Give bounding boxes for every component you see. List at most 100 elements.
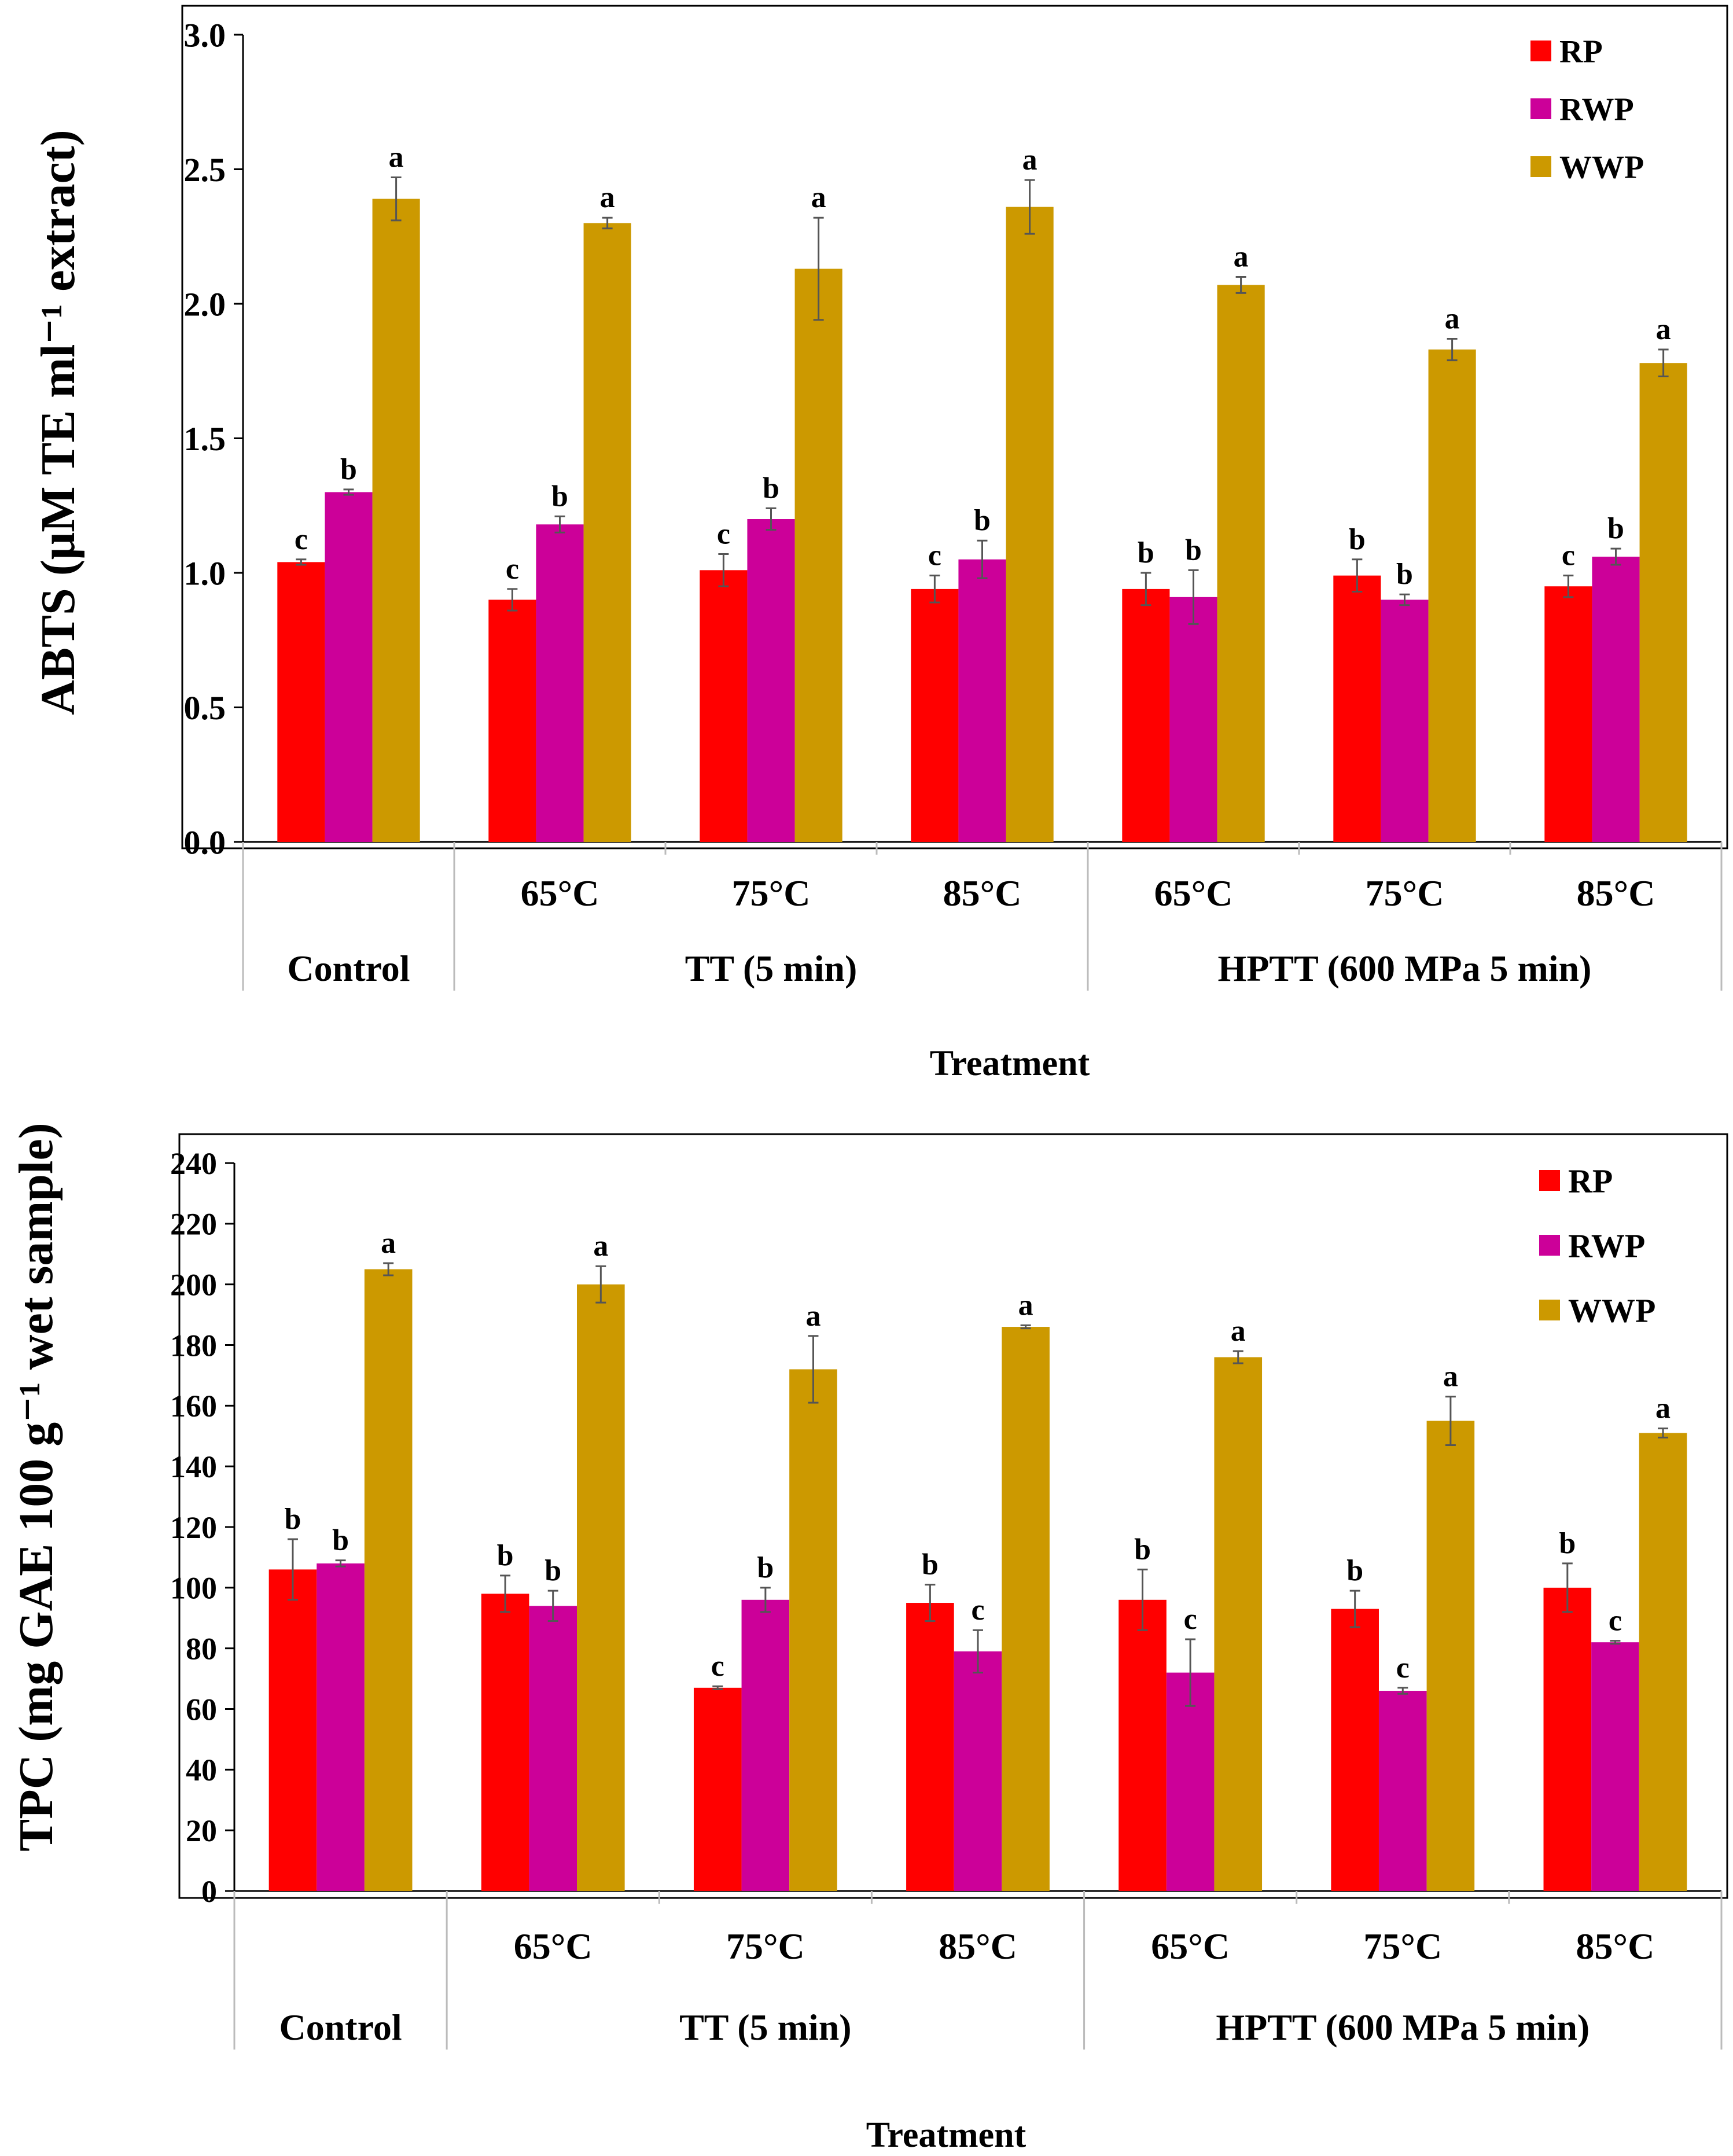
abts-marks: 0.0 0.5 1.0 1.5 2.0 2.5 3.0 65°C 75°C 85°C 65°C 75°…	[181, 5, 1728, 991]
abts-bar-wwp	[1639, 363, 1687, 842]
abts-significance-letter: b	[974, 504, 991, 537]
abts-y-tick-label: 3.0	[184, 16, 226, 54]
abts-y-tick-label: 1.5	[184, 420, 226, 458]
tpc-significance-letter: a	[593, 1230, 608, 1263]
abts-significance-letter: b	[551, 480, 568, 513]
tpc-bar-rwp	[954, 1651, 1002, 1891]
abts-bar-rp	[1122, 588, 1170, 842]
tpc-bar-wwp	[789, 1369, 837, 1891]
tpc-y-tick-label: 140	[170, 1449, 217, 1484]
abts-bar-wwp	[583, 223, 631, 842]
tpc-significance-letter: c	[1396, 1651, 1410, 1684]
abts-significance-letter: a	[1445, 302, 1460, 335]
abts-y-tick-label: 0.0	[184, 823, 226, 861]
abts-category-label: 65°C	[521, 873, 599, 914]
tpc-significance-letter: b	[285, 1503, 301, 1536]
tpc-bar-rp	[1543, 1587, 1592, 1891]
tpc-significance-letter: b	[1559, 1527, 1576, 1560]
abts-chart: 0.0 0.5 1.0 1.5 2.0 2.5 3.0 65°C 75°C 85°C 65°C 75°…	[31, 5, 1728, 1083]
tpc-bar-wwp	[577, 1284, 625, 1891]
tpc-significance-letter: a	[1443, 1360, 1458, 1393]
abts-bar-rp	[277, 562, 325, 842]
tpc-bar-wwp	[1214, 1357, 1263, 1891]
tpc-category-label: 65°C	[1151, 1926, 1230, 1967]
abts-bar-rwp	[325, 492, 373, 842]
abts-significance-letter: c	[506, 553, 519, 586]
abts-bar-rp	[700, 570, 748, 842]
tpc-bar-rwp	[529, 1606, 577, 1891]
tpc-significance-letter: b	[1346, 1554, 1363, 1587]
tpc-legend-swatch-rp	[1539, 1170, 1560, 1191]
tpc-bar-rp	[906, 1603, 954, 1891]
abts-significance-letter: a	[389, 141, 404, 174]
abts-bar-wwp	[1006, 207, 1054, 842]
tpc-y-tick-label: 180	[170, 1328, 217, 1363]
abts-bar-rwp	[958, 559, 1006, 842]
tpc-legend-label: WWP	[1568, 1292, 1655, 1329]
abts-bar-rp	[911, 588, 959, 842]
abts-significance-letter: b	[1396, 558, 1413, 591]
tpc-plot-frame	[178, 1133, 1728, 1899]
tpc-legend-swatch-rwp	[1539, 1235, 1560, 1256]
tpc-x-axis-label: Treatment	[866, 2115, 1026, 2155]
abts-significance-letter: b	[340, 453, 357, 486]
abts-significance-letter: a	[811, 181, 826, 214]
tpc-chart: 0 20 40 60 80 100 120 140 160 180 200 220 240 65°C 75°…	[9, 1123, 1728, 2155]
abts-legend-swatch-rwp	[1530, 98, 1551, 119]
abts-group-label: TT (5 min)	[685, 948, 858, 989]
tpc-significance-letter: b	[922, 1548, 939, 1581]
tpc-bar-rwp	[1166, 1672, 1215, 1891]
abts-significance-letter: b	[1607, 512, 1624, 545]
abts-bar-wwp	[794, 268, 842, 842]
abts-bar-rp	[488, 599, 536, 842]
tpc-marks: 0 20 40 60 80 100 120 140 160 180 200 220 240 65°C 75°…	[170, 1133, 1728, 2050]
tpc-significance-letter: c	[1609, 1605, 1622, 1638]
abts-plot-frame	[181, 5, 1728, 849]
tpc-legend-label: RP	[1568, 1162, 1613, 1200]
tpc-bar-rwp	[1591, 1642, 1639, 1891]
tpc-y-tick-label: 0	[201, 1874, 217, 1909]
abts-significance-letter: a	[600, 181, 615, 214]
tpc-legend-label: RWP	[1568, 1227, 1645, 1264]
abts-group-label: Control	[287, 948, 410, 989]
abts-bar-wwp	[1217, 285, 1265, 842]
abts-bar-rwp	[747, 519, 795, 842]
tpc-bar-rp	[268, 1569, 317, 1891]
tpc-category-label: 85°C	[939, 1926, 1017, 1967]
abts-category-label: 75°C	[1366, 873, 1444, 914]
abts-significance-letter: b	[1349, 523, 1366, 556]
tpc-category-label: 85°C	[1576, 1926, 1655, 1967]
tpc-bar-wwp	[1639, 1433, 1687, 1891]
tpc-significance-letter: b	[544, 1554, 561, 1587]
tpc-y-tick-label: 40	[186, 1753, 217, 1787]
tpc-bar-wwp	[1002, 1327, 1050, 1891]
abts-significance-letter: a	[1022, 144, 1037, 176]
abts-significance-letter: c	[717, 517, 730, 550]
tpc-category-label: 75°C	[726, 1926, 805, 1967]
tpc-y-tick-label: 240	[170, 1146, 217, 1181]
abts-y-tick-label: 0.5	[184, 689, 226, 727]
tpc-legend-swatch-wwp	[1539, 1300, 1560, 1320]
tpc-category-label: 65°C	[514, 1926, 593, 1967]
tpc-y-tick-label: 120	[170, 1510, 217, 1545]
abts-legend-swatch-rp	[1530, 41, 1551, 61]
abts-bar-rwp	[1169, 597, 1217, 842]
abts-significance-letter: b	[1138, 536, 1154, 569]
tpc-significance-letter: c	[971, 1594, 984, 1627]
tpc-y-tick-label: 160	[170, 1389, 217, 1423]
abts-group-label: HPTT (600 MPa 5 min)	[1218, 948, 1592, 989]
abts-x-axis-label: Treatment	[930, 1044, 1090, 1083]
tpc-bar-wwp	[1426, 1421, 1475, 1891]
abts-bar-rwp	[1592, 557, 1640, 842]
abts-bar-wwp	[372, 198, 420, 842]
abts-bar-wwp	[1428, 349, 1476, 842]
abts-legend-swatch-wwp	[1530, 156, 1551, 177]
tpc-bar-rwp	[741, 1599, 790, 1891]
abts-y-axis-label: ABTS (μM TE ml⁻¹ extract)	[31, 130, 85, 715]
abts-bar-rp	[1333, 575, 1381, 842]
tpc-significance-letter: a	[381, 1227, 396, 1260]
tpc-significance-letter: b	[332, 1524, 349, 1557]
abts-y-tick-label: 1.0	[184, 554, 226, 592]
abts-significance-letter: b	[763, 472, 779, 505]
tpc-bar-rwp	[1378, 1691, 1427, 1891]
